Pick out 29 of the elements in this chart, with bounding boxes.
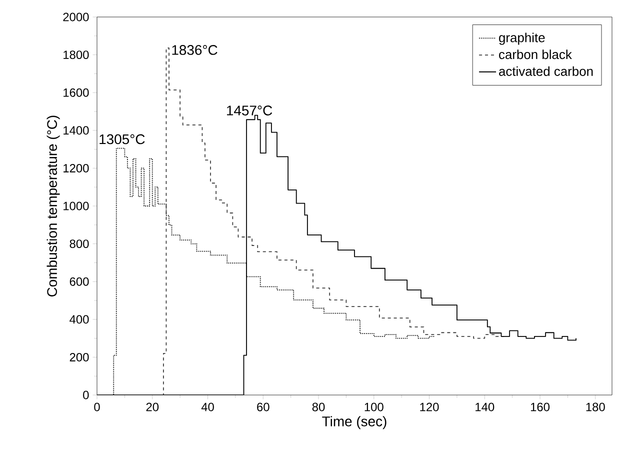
legend-label: carbon black [499,50,572,60]
x-axis-title: Time (sec) [322,416,386,430]
y-tick-label: 2000 [63,12,89,22]
x-tick-label: 0 [94,402,100,412]
annotation: 1836°C [172,45,218,55]
y-tick-label: 600 [70,277,89,286]
annotation: 1457°C [227,106,272,116]
x-tick-label: 160 [530,402,550,412]
y-tick-label: 800 [70,240,89,248]
x-tick-label: 20 [146,402,159,412]
legend-label: activated carbon [499,66,593,76]
x-tick-label: 60 [257,402,270,412]
y-tick-label: 1200 [64,164,89,172]
y-tick-label: 1000 [64,202,89,210]
y-tick-label: 200 [70,352,89,362]
x-tick-label: 80 [312,402,325,412]
legend-label: graphite [499,32,545,45]
y-tick-label: 400 [70,315,89,324]
y-tick-label: 1800 [64,50,89,60]
y-tick-label: 1600 [64,88,89,97]
x-tick-label: 120 [420,402,439,412]
x-tick-label: 180 [586,402,605,412]
y-tick-label: 1400 [64,126,89,135]
annotation: 1305°C [100,134,145,144]
x-tick-label: 140 [476,402,494,412]
y-tick-label: 0 [83,390,89,400]
x-tick-label: 100 [364,402,384,412]
y-axis-title: Combustion temperature (°C) [46,116,60,296]
x-tick-label: 40 [201,402,214,412]
